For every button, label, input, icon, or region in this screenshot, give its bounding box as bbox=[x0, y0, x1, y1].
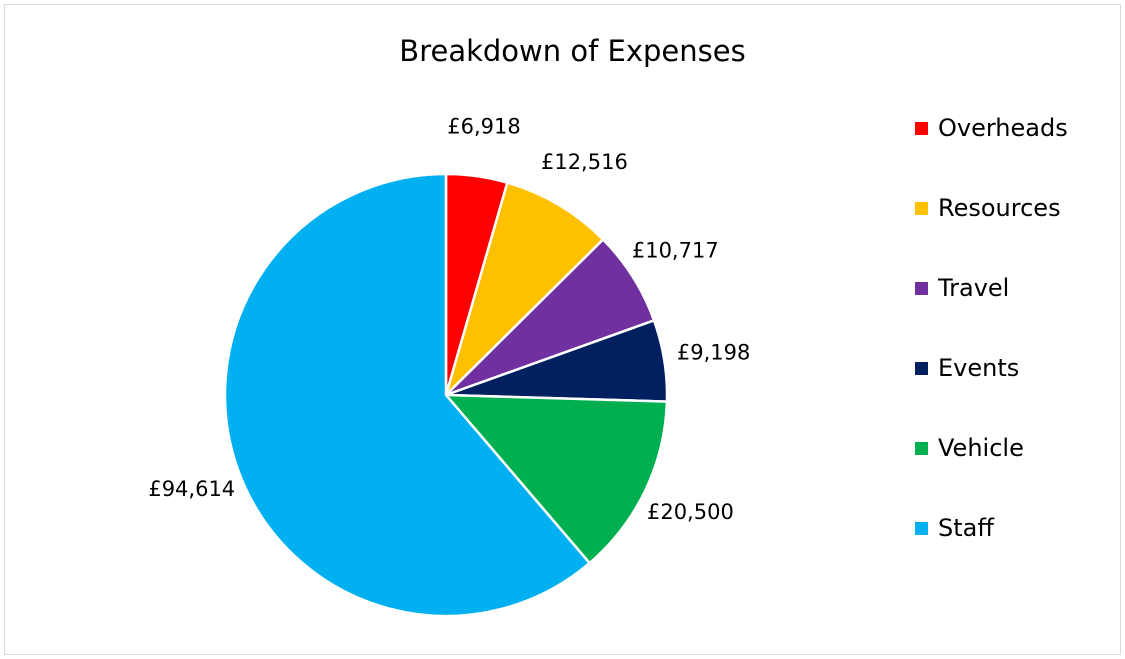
data-label-resources: £12,516 bbox=[541, 150, 628, 174]
legend-swatch-staff bbox=[915, 521, 928, 535]
legend-swatch-travel bbox=[915, 281, 928, 295]
legend-item-vehicle: Vehicle bbox=[915, 428, 1024, 468]
data-label-events: £9,198 bbox=[677, 341, 750, 365]
legend-label-staff: Staff bbox=[938, 514, 994, 542]
legend-item-overheads: Overheads bbox=[915, 108, 1068, 148]
legend-item-travel: Travel bbox=[915, 268, 1009, 308]
data-label-vehicle: £20,500 bbox=[647, 500, 734, 524]
legend-swatch-resources bbox=[915, 201, 928, 215]
data-label-travel: £10,717 bbox=[632, 239, 719, 263]
legend-label-vehicle: Vehicle bbox=[938, 434, 1024, 462]
legend-item-events: Events bbox=[915, 348, 1019, 388]
pie-slice-staff bbox=[223, 172, 591, 618]
legend-item-resources: Resources bbox=[915, 188, 1061, 228]
legend-swatch-overheads bbox=[915, 121, 928, 135]
legend-label-travel: Travel bbox=[938, 274, 1010, 302]
legend-item-staff: Staff bbox=[915, 508, 994, 548]
chart-title: Breakdown of Expenses bbox=[399, 34, 746, 68]
pie-slice-vehicle bbox=[444, 393, 669, 565]
legend-label-events: Events bbox=[938, 354, 1020, 382]
legend-label-resources: Resources bbox=[938, 194, 1061, 222]
data-label-staff: £94,614 bbox=[148, 477, 235, 501]
pie-slice-resources bbox=[444, 181, 605, 397]
legend-swatch-events bbox=[915, 361, 928, 375]
data-label-overheads: £6,918 bbox=[447, 115, 520, 139]
legend-label-overheads: Overheads bbox=[938, 114, 1068, 142]
legend-swatch-vehicle bbox=[915, 441, 928, 455]
